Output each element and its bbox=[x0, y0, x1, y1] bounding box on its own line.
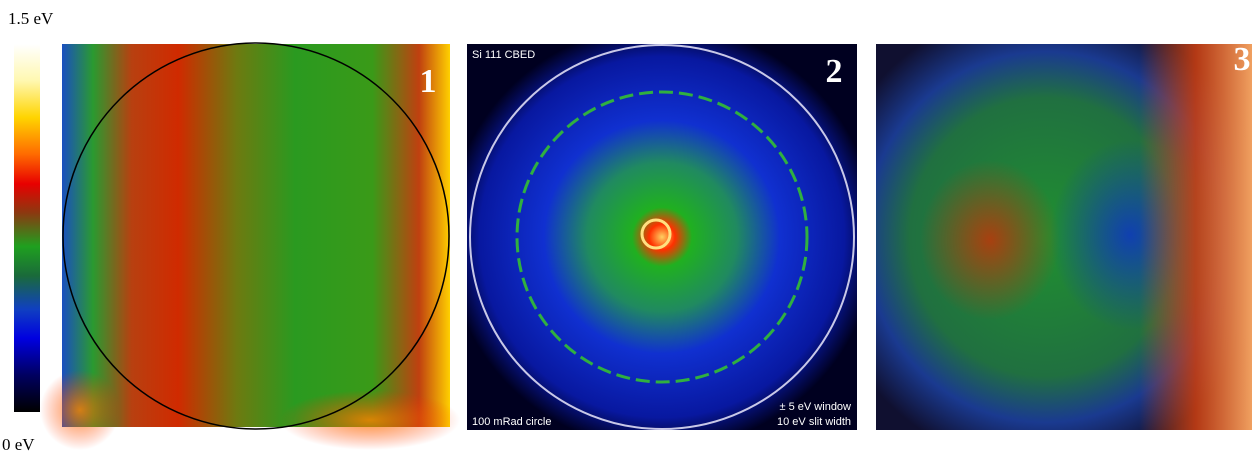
panel-window-label: ± 5 eV window bbox=[780, 401, 852, 413]
panel-1-corner bbox=[280, 390, 460, 450]
colorbar-top-label: 1.5 eV bbox=[8, 9, 54, 28]
panel-circle-label: 100 mRad circle bbox=[472, 416, 551, 428]
panel-caption: Si 111 CBED bbox=[472, 49, 535, 61]
colorbar bbox=[14, 44, 40, 412]
panel-1-corner bbox=[40, 370, 120, 450]
figure: 1.5 eV 0 eV 1 Si 111 CBED 100 mRad circl… bbox=[0, 0, 1252, 456]
colorbar-bottom-label: 0 eV bbox=[2, 435, 35, 454]
panel-slit-label: 10 eV slit width bbox=[777, 416, 851, 428]
panel-3-edge bbox=[876, 44, 1252, 430]
panel-number: 3 bbox=[1234, 41, 1251, 78]
panel-1-map bbox=[62, 44, 450, 427]
panel-number: 2 bbox=[826, 53, 843, 90]
panel-number: 1 bbox=[420, 63, 437, 100]
